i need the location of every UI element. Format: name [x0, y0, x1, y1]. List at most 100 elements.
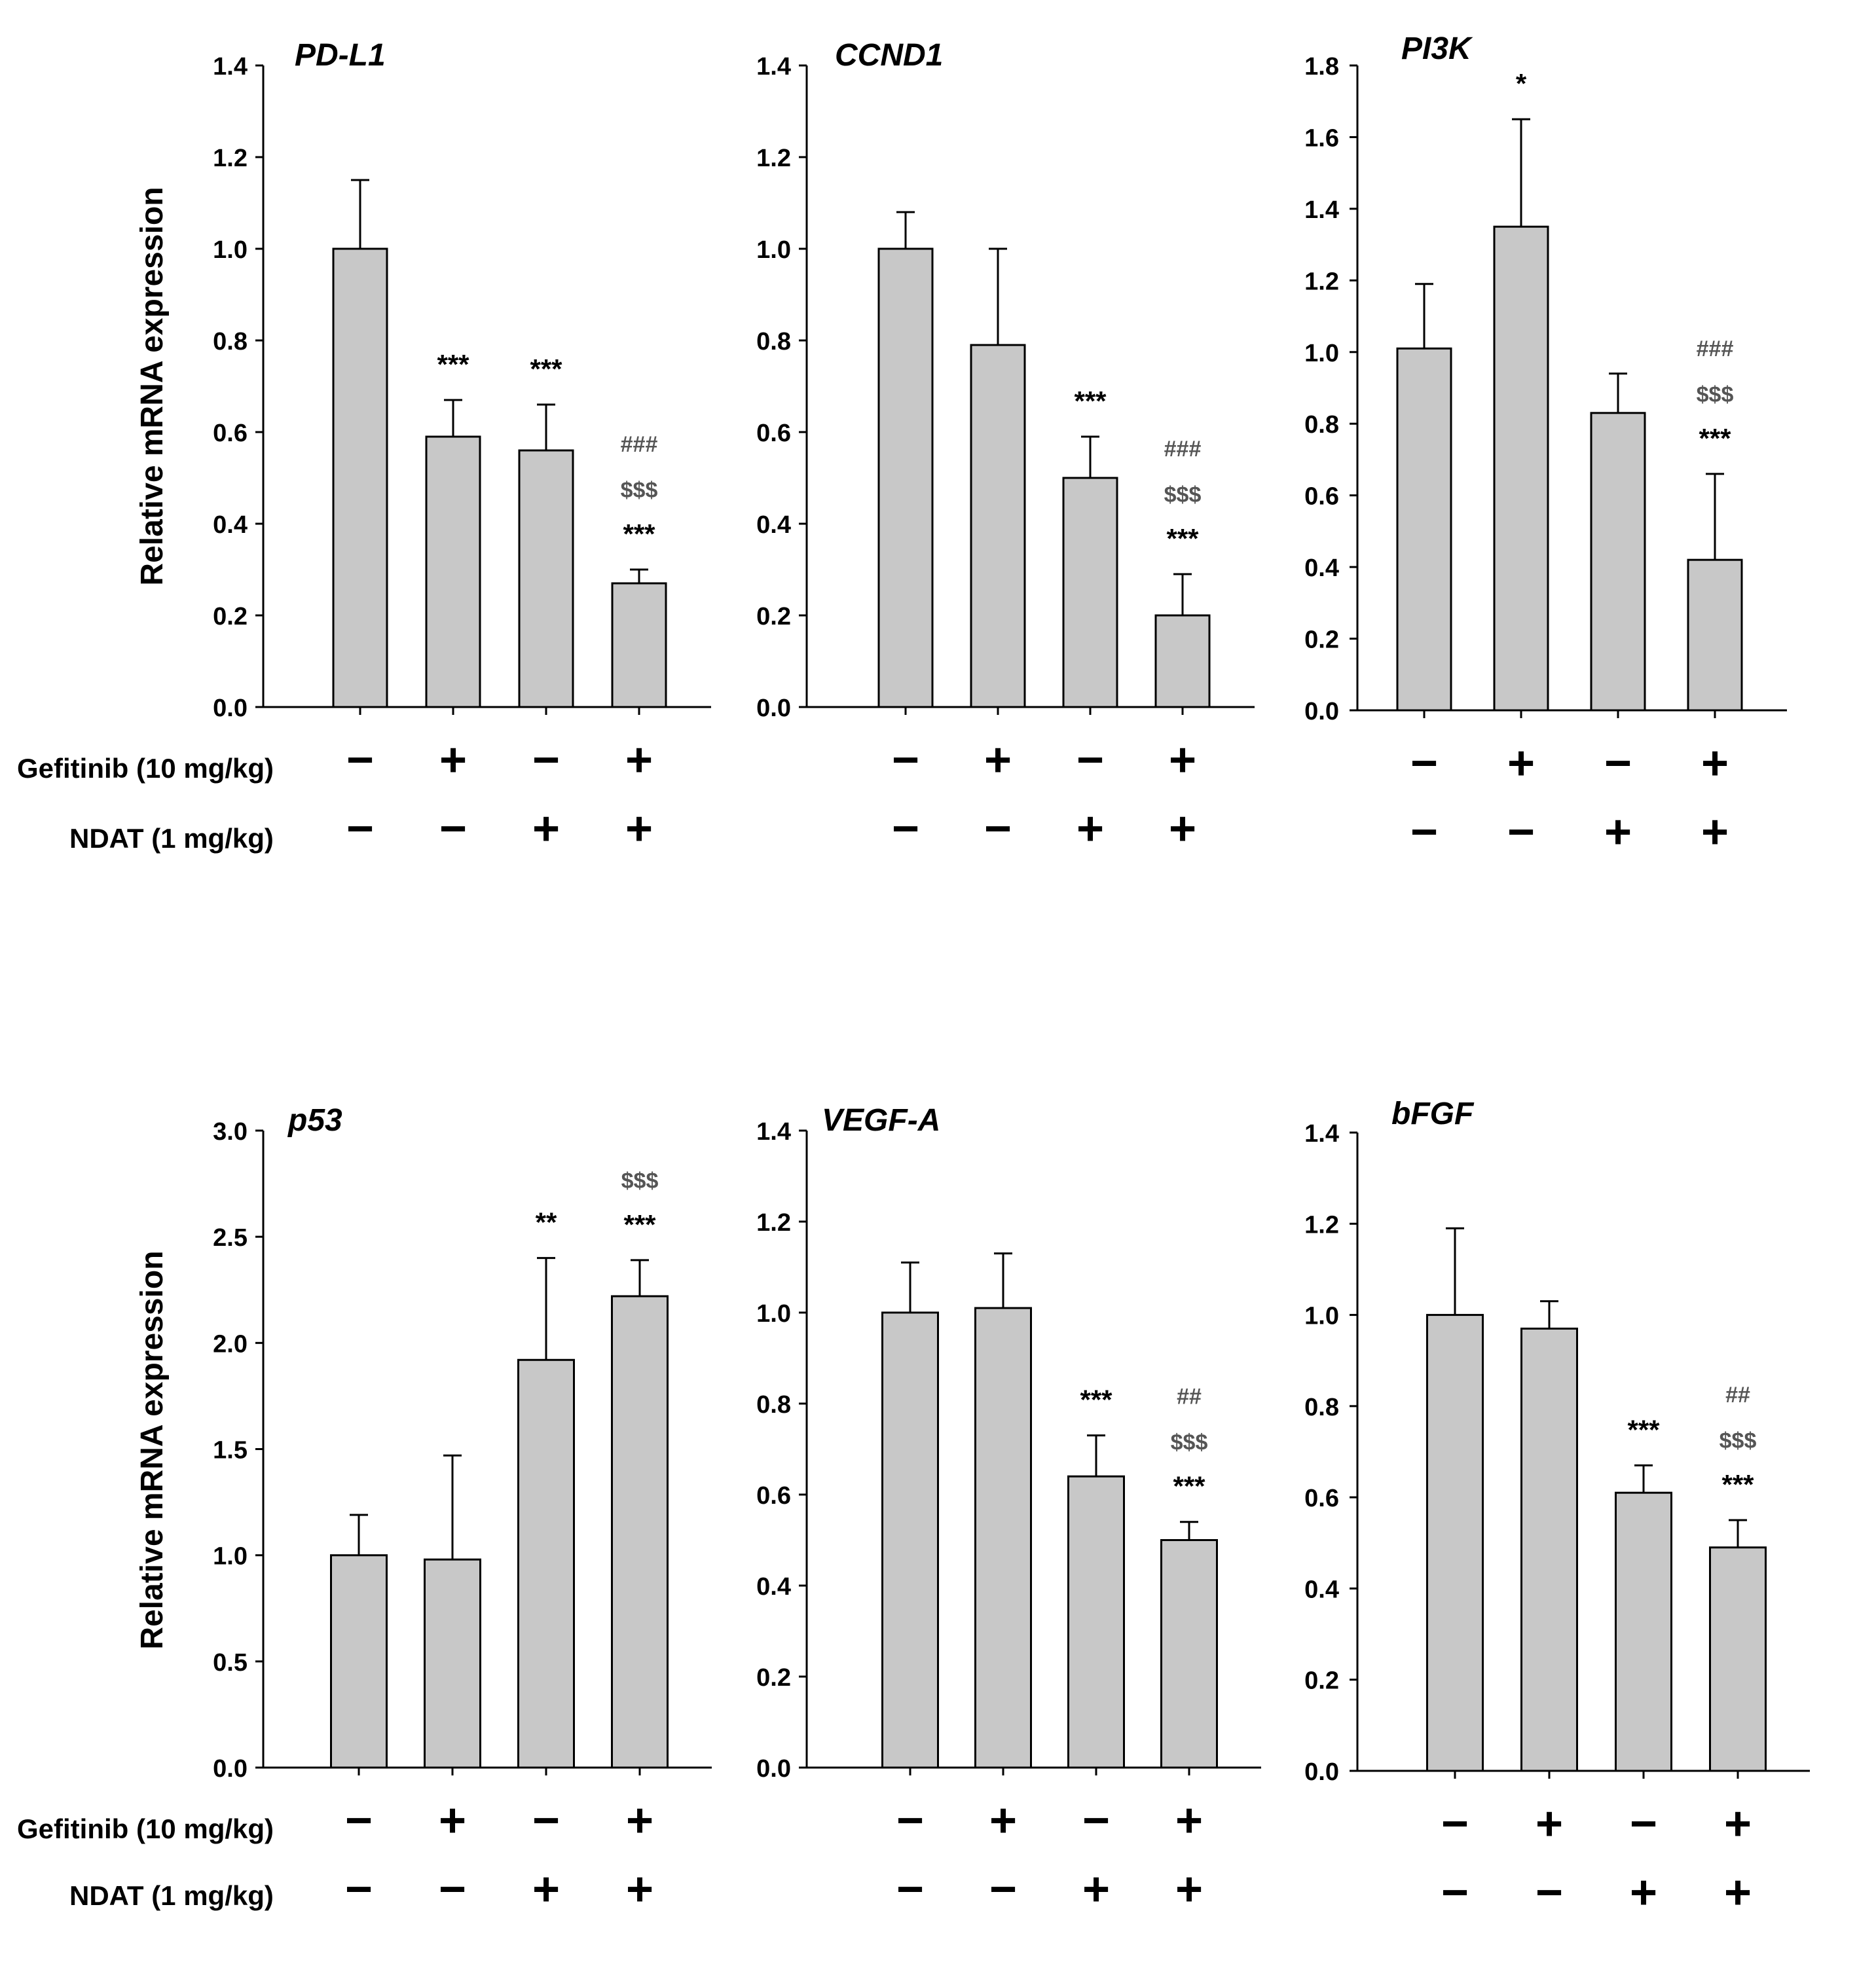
ndat-sign-pi3k: +: [1701, 806, 1729, 858]
y-tick-label-ccnd1: 1.2: [756, 145, 791, 172]
significance-label-p53: ***: [623, 1209, 656, 1240]
significance-label-vegf-a: ##: [1177, 1385, 1202, 1409]
gefitinib-sign-pd-l1: −: [532, 734, 560, 786]
y-tick-label-p53: 1.0: [213, 1543, 248, 1571]
chart-title-p53: p53: [287, 1103, 342, 1138]
ndat-row-label-bottom: NDAT (1 mg/kg): [69, 1880, 274, 1911]
y-tick-label-pi3k: 1.4: [1304, 196, 1339, 224]
y-tick-label-vegf-a: 1.0: [756, 1300, 791, 1328]
ndat-sign-bfgf: +: [1630, 1866, 1657, 1919]
bar-pd-l1-3: [518, 449, 574, 708]
bar-pd-l1-1: [332, 247, 388, 708]
ndat-sign-pi3k: −: [1507, 806, 1535, 858]
ndat-sign-pd-l1: −: [346, 803, 374, 855]
ndat-sign-ccnd1: −: [984, 803, 1012, 855]
gefitinib-sign-ccnd1: −: [892, 734, 919, 786]
y-tick-label-ccnd1: 0.8: [756, 328, 791, 355]
chart-pi3k: PI3K 0.0 0.2 0.4 0.6 0.8 1.0 1.2 1.4 1.6 1.8 − − * + − −…: [1304, 31, 1787, 858]
bar-p53-1: [330, 1554, 388, 1769]
significance-label-pd-l1: $$$: [621, 478, 658, 503]
y-tick-label-pd-l1: 0.4: [213, 511, 248, 539]
y-tick-label-pi3k: 1.2: [1304, 268, 1339, 295]
significance-label-p53: $$$: [621, 1169, 659, 1193]
ndat-sign-bfgf: −: [1536, 1866, 1563, 1919]
significance-label-bfgf: ***: [1627, 1414, 1660, 1445]
gefitinib-sign-p53: +: [439, 1794, 466, 1847]
chart-title-pi3k: PI3K: [1401, 31, 1473, 66]
y-tick-label-bfgf: 0.0: [1304, 1758, 1339, 1786]
gefitinib-sign-vegf-a: +: [1175, 1794, 1203, 1847]
bar-vegf-a-3: [1067, 1475, 1125, 1769]
y-tick-label-vegf-a: 0.0: [756, 1755, 791, 1783]
y-tick-label-bfgf: 1.2: [1304, 1211, 1339, 1239]
y-tick-label-pi3k: 0.6: [1304, 483, 1339, 511]
significance-label-pd-l1: ***: [437, 349, 469, 380]
gefitinib-sign-ccnd1: +: [1169, 734, 1196, 786]
significance-label-pd-l1: ###: [621, 432, 658, 457]
y-tick-label-vegf-a: 1.4: [756, 1118, 791, 1146]
ndat-sign-pd-l1: +: [625, 803, 653, 855]
gefitinib-sign-pi3k: −: [1604, 737, 1632, 790]
significance-label-pd-l1: ***: [530, 354, 562, 384]
gefitinib-sign-pd-l1: +: [625, 734, 653, 786]
y-tick-label-vegf-a: 0.4: [756, 1573, 791, 1601]
y-tick-label-pd-l1: 0.6: [213, 420, 248, 447]
chart-vegf-a: VEGF-A 0.0 0.2 0.4 0.6 0.8 1.0 1.2 1.4 − − + − *** − + #…: [756, 1103, 1261, 1916]
chart-title-vegf-a: VEGF-A: [822, 1103, 940, 1138]
y-tick-label-pd-l1: 1.4: [213, 53, 248, 81]
ndat-sign-ccnd1: +: [1169, 803, 1196, 855]
gefitinib-sign-vegf-a: −: [896, 1794, 924, 1847]
ndat-sign-p53: −: [439, 1863, 466, 1916]
ndat-sign-p53: +: [626, 1863, 653, 1916]
bar-ccnd1-1: [877, 247, 934, 708]
bar-p53-3: [517, 1358, 575, 1769]
gefitinib-sign-pi3k: −: [1410, 737, 1438, 790]
y-tick-label-p53: 2.0: [213, 1330, 248, 1358]
ndat-sign-vegf-a: −: [989, 1863, 1017, 1916]
chart-ccnd1: CCND1 0.0 0.2 0.4 0.6 0.8 1.0 1.2 1.4 − − + − *** − + ##…: [756, 38, 1255, 855]
y-tick-label-pd-l1: 0.2: [213, 603, 248, 630]
bar-vegf-a-2: [974, 1307, 1032, 1769]
y-tick-label-pi3k: 1.8: [1304, 53, 1339, 81]
bar-bfgf-4: [1709, 1546, 1767, 1772]
y-tick-label-p53: 0.0: [213, 1755, 248, 1783]
significance-label-ccnd1: $$$: [1164, 482, 1202, 507]
ndat-sign-p53: −: [345, 1863, 373, 1916]
chart-title-ccnd1: CCND1: [835, 38, 943, 73]
chart-pd-l1: PD-L1 0.0 0.2 0.4 0.6 0.8 1.0 1.2 1.4 Relative mR…: [135, 38, 711, 855]
significance-label-ccnd1: ***: [1074, 386, 1107, 416]
y-tick-label-p53: 2.5: [213, 1224, 248, 1252]
gefitinib-sign-pd-l1: −: [346, 734, 374, 786]
gefitinib-sign-ccnd1: +: [984, 734, 1012, 786]
gefitinib-row-label-top: Gefitinib (10 mg/kg): [17, 753, 274, 784]
y-tick-label-pd-l1: 0.0: [213, 695, 248, 722]
chart-title-pd-l1: PD-L1: [295, 38, 386, 73]
significance-label-bfgf: $$$: [1720, 1428, 1757, 1453]
gefitinib-sign-bfgf: −: [1441, 1798, 1469, 1850]
bar-ccnd1-4: [1154, 614, 1211, 708]
bar-p53-4: [611, 1295, 669, 1769]
significance-label-vegf-a: ***: [1080, 1385, 1113, 1415]
y-tick-label-vegf-a: 1.2: [756, 1209, 791, 1237]
significance-label-ccnd1: ***: [1166, 523, 1199, 554]
bar-ccnd1-2: [970, 344, 1026, 708]
y-tick-label-ccnd1: 1.4: [756, 53, 791, 81]
y-tick-label-bfgf: 1.0: [1304, 1303, 1339, 1330]
gefitinib-sign-pi3k: +: [1507, 737, 1535, 790]
bar-pi3k-1: [1396, 347, 1452, 712]
y-tick-label-pd-l1: 1.2: [213, 145, 248, 172]
y-tick-label-vegf-a: 0.8: [756, 1391, 791, 1419]
bar-pi3k-2: [1493, 225, 1549, 712]
y-tick-label-ccnd1: 0.2: [756, 603, 791, 630]
chart-p53: p53 0.0 0.5 1.0 1.5 2.0 2.5 3.0 Relative mRNA ex…: [135, 1103, 712, 1916]
bar-ccnd1-3: [1062, 477, 1118, 708]
gefitinib-sign-p53: +: [626, 1794, 653, 1847]
y-axis-label-p53: Relative mRNA expression: [135, 1250, 170, 1649]
ndat-sign-ccnd1: −: [892, 803, 919, 855]
y-tick-label-pd-l1: 1.0: [213, 236, 248, 264]
bar-pd-l1-4: [611, 582, 667, 708]
bar-vegf-a-1: [881, 1311, 939, 1769]
y-tick-label-pi3k: 0.2: [1304, 627, 1339, 654]
ndat-sign-ccnd1: +: [1076, 803, 1104, 855]
y-tick-label-pi3k: 1.0: [1304, 340, 1339, 367]
